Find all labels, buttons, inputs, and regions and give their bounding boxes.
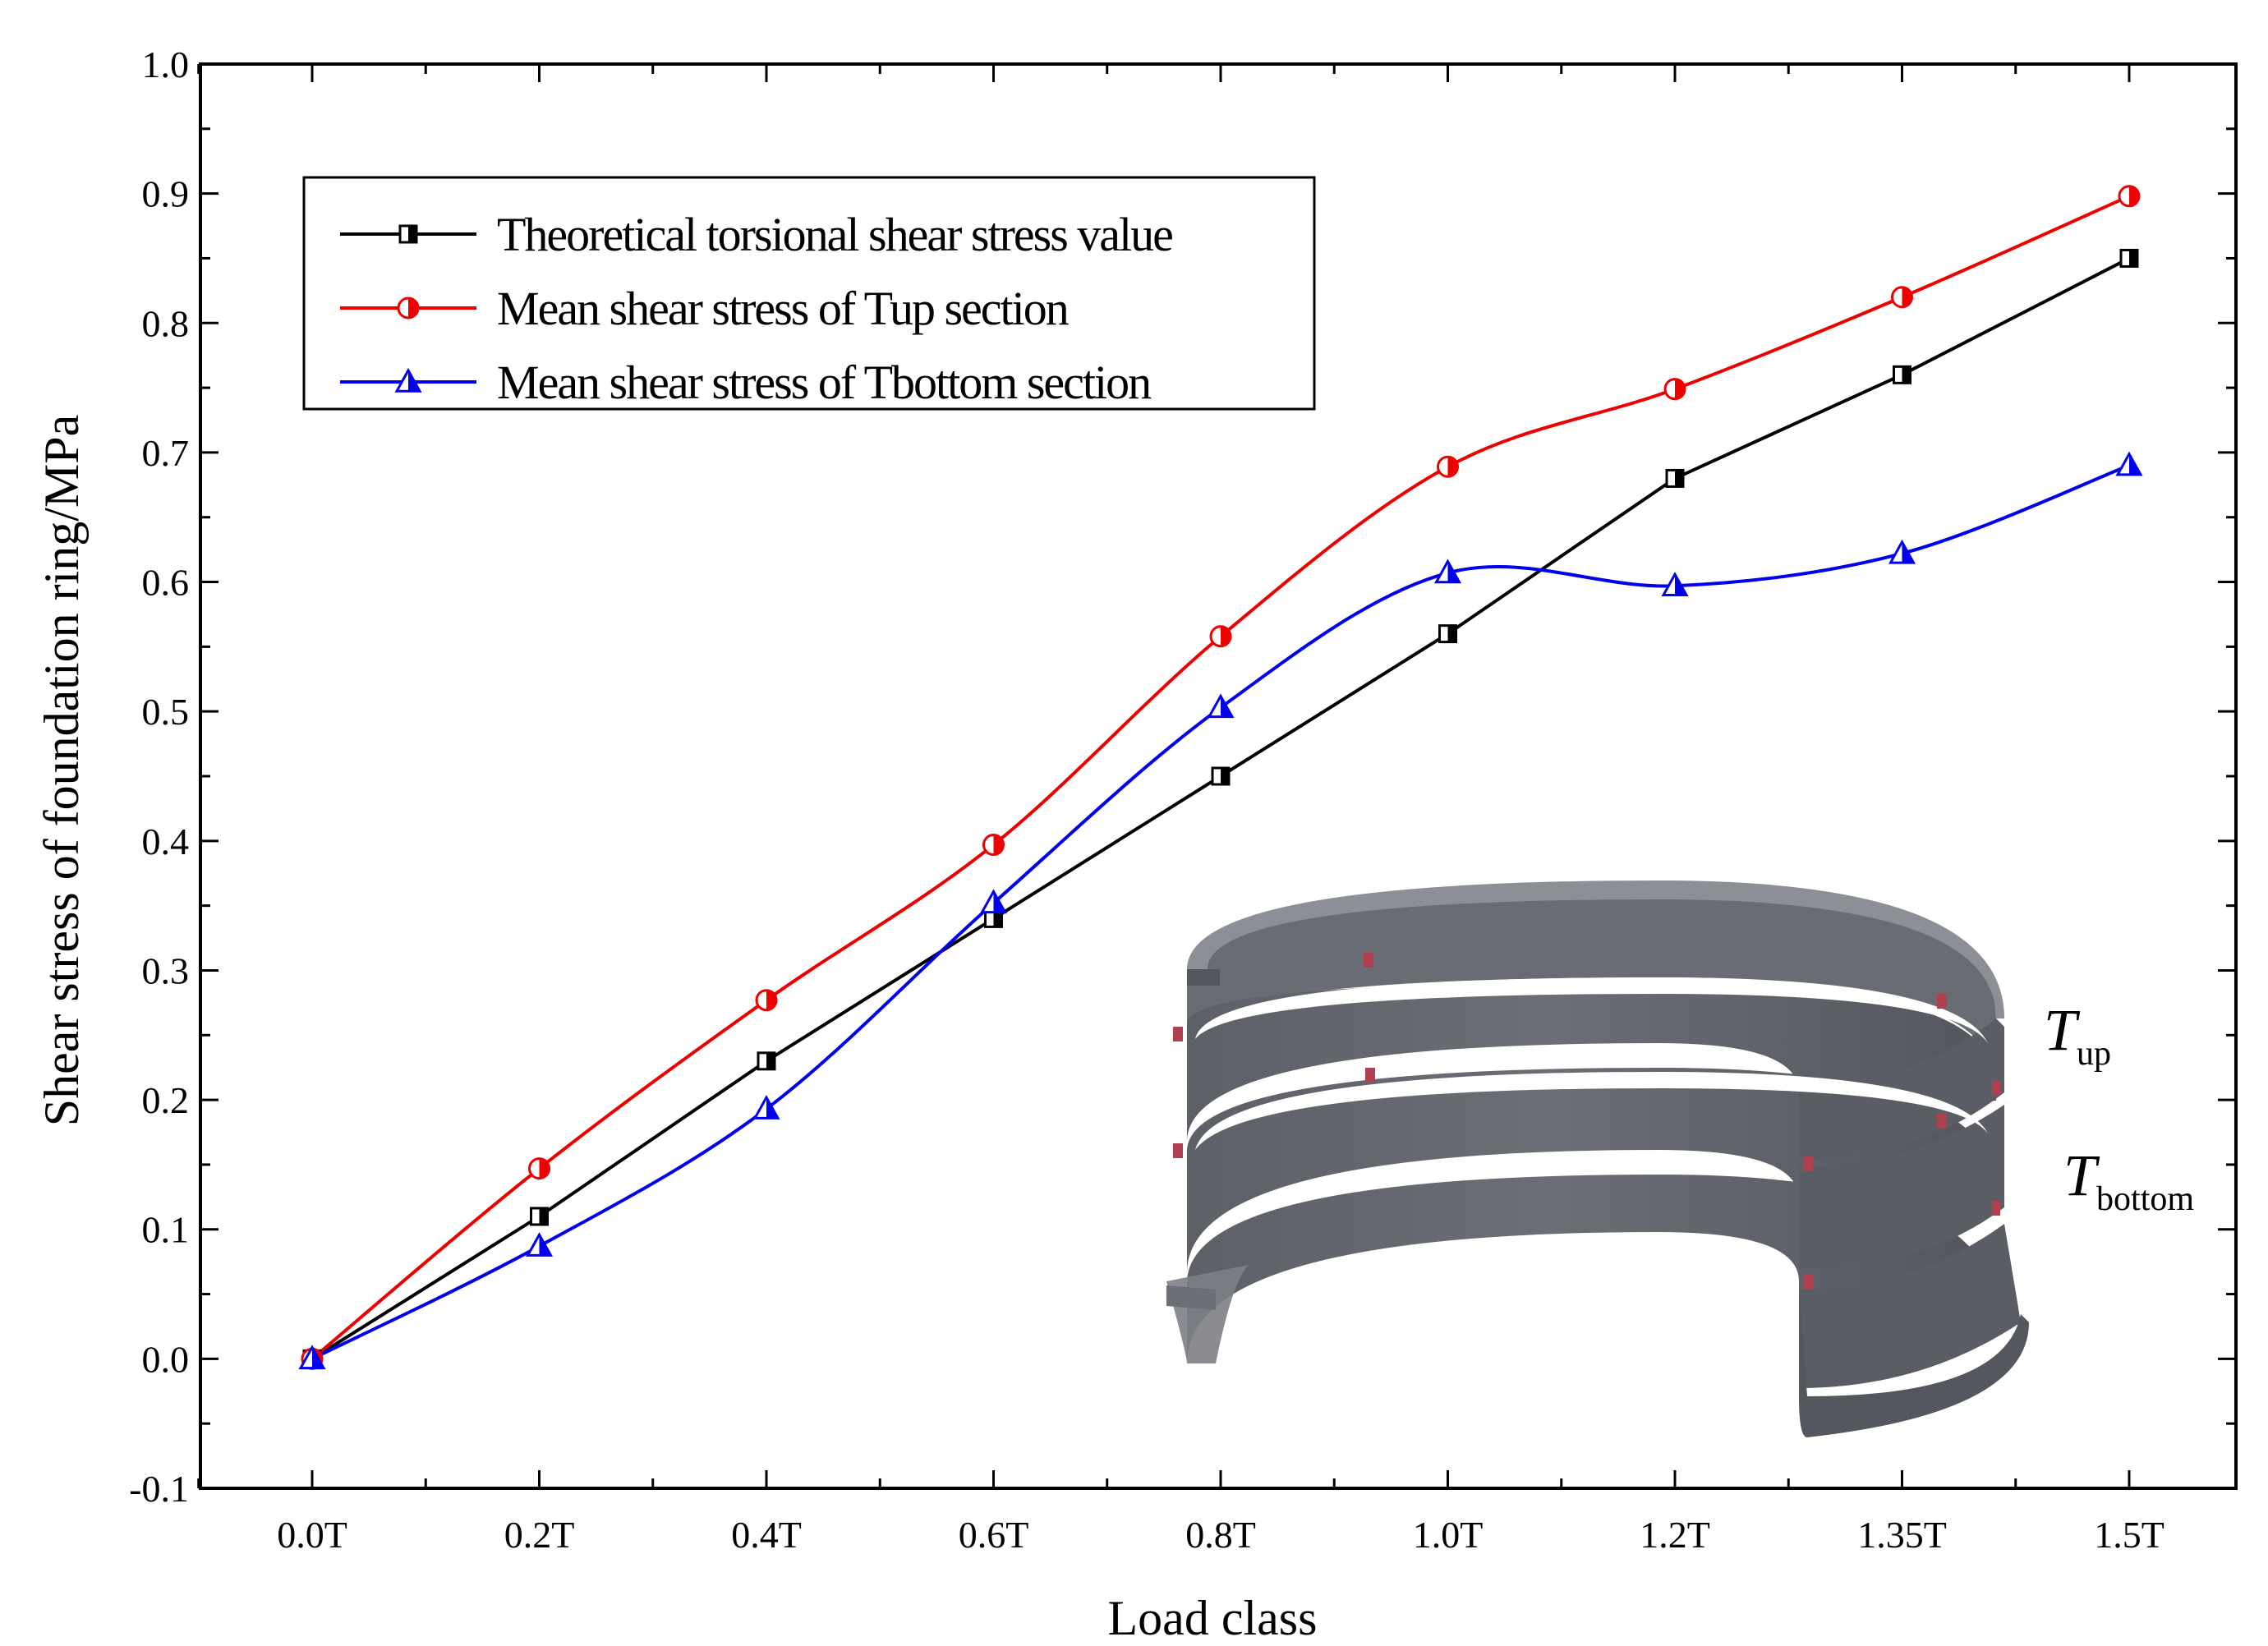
y-tick-label: 0.0: [142, 1338, 190, 1380]
marker-square-fill: [1902, 366, 1911, 384]
y-tick-label: 0.7: [142, 432, 190, 474]
data-point-tup: [982, 834, 1005, 857]
x-axis-label: Load class: [1108, 1591, 1318, 1645]
x-tick-label: 1.2T: [1640, 1514, 1710, 1556]
data-point-theoretical: [530, 1207, 549, 1226]
data-point-tbottom: [1433, 559, 1462, 584]
marker-triangle-fill: [1221, 696, 1232, 717]
data-point-theoretical: [1438, 624, 1457, 644]
data-point-tup: [1437, 455, 1459, 478]
marker-triangle-fill: [539, 1234, 551, 1256]
data-point-tbottom: [298, 1345, 326, 1370]
data-point-tbottom: [525, 1232, 554, 1257]
marker-circle-fill: [539, 1158, 550, 1179]
marker-square-fill: [408, 226, 416, 242]
y-tick-label: 0.3: [142, 949, 190, 991]
y-tick-label: -0.1: [129, 1468, 189, 1510]
data-point-tbottom: [1888, 539, 1916, 564]
x-tick-label: 1.35T: [1857, 1514, 1947, 1556]
marker-triangle-fill: [2129, 453, 2141, 475]
data-point-theoretical: [1665, 468, 1685, 488]
data-point-theoretical: [757, 1051, 776, 1071]
y-tick-label: 0.8: [142, 302, 190, 344]
legend-label-tbottom: Mean shear stress of Tbottom section: [497, 356, 1152, 409]
y-tick-label: 0.1: [142, 1209, 190, 1251]
legend-marker-tup: [397, 297, 420, 320]
ring-label-up: Tup: [2044, 997, 2111, 1073]
marker-circle-fill: [1902, 287, 1912, 307]
marker-square-fill: [1675, 470, 1683, 487]
data-point-tbottom: [979, 889, 1008, 914]
axes-group: -0.1 0.0 0.1 0.2 0.3 0.4 0.5 0.6 0.7 0.8 0.9 1.0 0.0…: [129, 44, 2238, 1556]
y-tick-label: 0.6: [142, 562, 190, 604]
x-tick-label: 0.0T: [277, 1514, 347, 1556]
marker-triangle-fill: [993, 891, 1005, 913]
data-point-tup: [755, 989, 778, 1012]
data-point-tup: [1891, 286, 1913, 309]
series-line-tup: [311, 194, 2130, 1360]
legend-box: [302, 176, 1316, 411]
marker-square-fill: [766, 1052, 775, 1069]
data-point-tup: [2118, 185, 2141, 208]
y-tick-label: 0.4: [142, 821, 190, 862]
data-point-tbottom: [752, 1095, 780, 1120]
y-tick-label: 0.2: [142, 1079, 190, 1121]
data-point-tbottom: [2115, 451, 2143, 476]
series-line-tbottom: [311, 463, 2130, 1361]
marker-triangle-fill: [1902, 541, 1914, 563]
y-tick-label: 1.0: [142, 44, 190, 85]
marker-square-fill: [2129, 250, 2137, 267]
marker-square-fill: [1221, 768, 1229, 784]
x-tick-label: 0.2T: [504, 1514, 575, 1556]
data-point-tup: [1209, 625, 1232, 648]
data-point-tbottom: [1207, 693, 1235, 719]
data-point-theoretical: [1211, 766, 1231, 786]
y-axis-label: Shear stress of foundation ring/MPa: [35, 415, 89, 1127]
data-point-theoretical: [2119, 248, 2139, 268]
marker-triangle-fill: [408, 370, 420, 392]
marker-square-fill: [1447, 625, 1456, 642]
legend: Theoretical torsional shear stress value…: [302, 176, 1316, 411]
marker-circle-fill: [766, 990, 776, 1010]
x-tick-label: 0.8T: [1185, 1514, 1256, 1556]
marker-circle-fill: [2129, 186, 2139, 206]
x-tick-label: 1.5T: [2094, 1514, 2164, 1556]
marker-triangle-fill: [766, 1097, 778, 1119]
data-point-tup: [1663, 378, 1686, 401]
y-tick-label: 0.5: [142, 691, 190, 733]
foundation-ring-illustration: Tup Tbottom: [1166, 880, 2194, 1437]
data-point-theoretical: [1893, 365, 1911, 384]
y-tick-label: 0.9: [142, 173, 190, 215]
marker-triangle-fill: [312, 1347, 324, 1368]
marker-circle-fill: [408, 298, 418, 318]
marker-triangle-fill: [1675, 574, 1686, 595]
legend-marker-theoretical: [398, 224, 418, 244]
x-tick-label: 1.0T: [1413, 1514, 1484, 1556]
data-point-tup: [528, 1157, 550, 1180]
x-tick-label: 0.4T: [731, 1514, 802, 1556]
marker-circle-fill: [1675, 379, 1685, 399]
legend-label-tup: Mean shear stress of Tup section: [497, 282, 1070, 335]
ring-label-bottom: Tbottom: [2063, 1143, 2194, 1218]
marker-square-fill: [539, 1207, 548, 1225]
marker-circle-fill: [1221, 626, 1231, 646]
marker-circle-fill: [993, 834, 1004, 855]
series-group: [298, 185, 2143, 1370]
marker-triangle-fill: [1447, 561, 1460, 582]
marker-circle-fill: [1447, 457, 1458, 477]
marker-square-fill: [993, 910, 1002, 927]
legend-marker-tbottom: [394, 367, 422, 393]
legend-label-theoretical: Theoretical torsional shear stress value: [497, 208, 1172, 261]
x-tick-label: 0.6T: [959, 1514, 1029, 1556]
data-point-tbottom: [1661, 572, 1689, 596]
